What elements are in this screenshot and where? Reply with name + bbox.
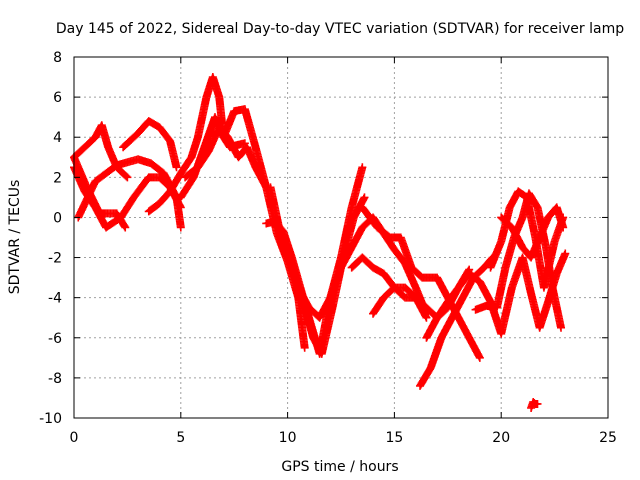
data-point [176,223,185,232]
data-point [559,223,568,232]
data-points [70,73,570,412]
x-tick-label: 15 [385,430,403,446]
y-tick-label: -10 [39,411,62,427]
data-point [422,313,431,322]
data-point [475,353,484,362]
y-axis-label: SDTVAR / TECUs [7,180,23,295]
y-tick-label: 2 [53,170,62,186]
data-point [533,399,542,408]
y-tick-label: -6 [48,331,62,347]
data-point [123,173,132,182]
y-tick-label: 0 [53,210,62,226]
data-point [360,193,369,202]
x-axis-label: GPS time / hours [281,459,398,475]
x-tick-label: 10 [279,430,297,446]
grid [74,57,608,418]
x-tick-label: 5 [176,430,185,446]
y-tick-label: 4 [53,130,62,146]
data-point [172,163,181,172]
data-point [121,223,130,232]
chart-title: Day 145 of 2022, Sidereal Day-to-day VTE… [56,21,624,37]
data-point [300,343,309,352]
y-tick-label: -2 [48,251,62,267]
data-point-sample [122,172,131,181]
plot-frame [73,56,609,419]
y-tick-label: 8 [53,50,62,66]
y-tick-label: 6 [53,90,62,106]
data-point [557,323,566,332]
x-tick-label: 0 [70,430,79,446]
y-tick-label: -4 [48,291,62,307]
data-point [358,163,367,172]
x-tick-label: 20 [492,430,510,446]
data-point [561,249,570,258]
x-tick-label: 25 [599,430,617,446]
y-tick-label: -8 [48,371,62,387]
axis-ticks: 0 5 10 15 20 25 -10 -8 -6 -4 -2 0 2 4 6 8 [39,50,617,446]
